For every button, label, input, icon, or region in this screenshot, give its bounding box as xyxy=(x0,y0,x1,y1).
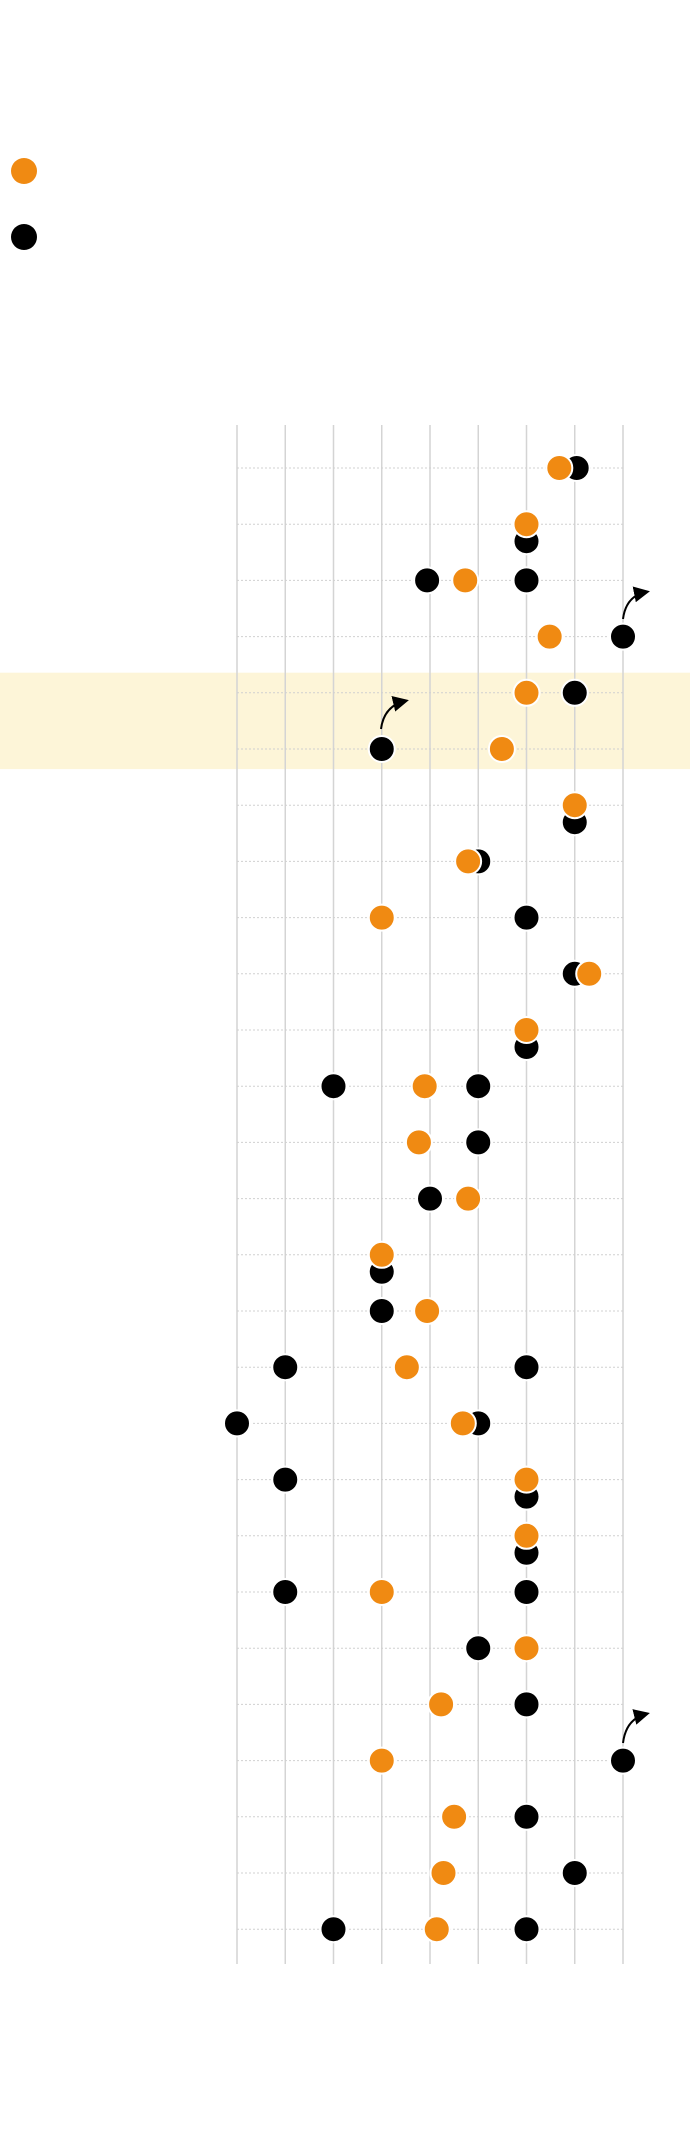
dot xyxy=(464,1634,493,1663)
dot xyxy=(392,1353,421,1382)
dot xyxy=(512,1353,541,1382)
legend-marker xyxy=(11,224,37,250)
dot xyxy=(429,1859,458,1887)
dot xyxy=(464,1072,493,1101)
dot xyxy=(512,1578,541,1606)
dot xyxy=(512,1915,541,1944)
dot xyxy=(440,1802,469,1831)
arrow xyxy=(380,696,409,730)
dot xyxy=(560,678,589,707)
dot xyxy=(512,1521,541,1550)
dot xyxy=(560,791,589,820)
dot xyxy=(416,1184,444,1213)
dot xyxy=(512,1634,541,1663)
dot xyxy=(404,1128,433,1157)
dot xyxy=(512,1465,541,1494)
dot xyxy=(560,1859,589,1887)
dot xyxy=(512,1016,541,1044)
dot xyxy=(609,622,637,651)
dot xyxy=(512,1690,541,1719)
dot xyxy=(367,1578,396,1606)
dot xyxy=(367,1240,396,1269)
dot xyxy=(454,1184,483,1213)
dot xyxy=(367,735,396,763)
dot xyxy=(319,1072,348,1101)
dot xyxy=(271,1578,300,1606)
dot xyxy=(512,1802,541,1831)
dot xyxy=(512,566,541,595)
arrows xyxy=(380,586,650,1744)
arrow xyxy=(622,1709,650,1744)
dot xyxy=(512,678,541,707)
dot xyxy=(512,510,541,539)
dot xyxy=(464,1128,493,1157)
dot xyxy=(448,1409,477,1438)
dot xyxy=(410,1072,439,1101)
dot xyxy=(422,1915,451,1944)
dot xyxy=(223,1409,251,1438)
dot xyxy=(319,1915,348,1944)
dot xyxy=(271,1465,300,1494)
dot xyxy=(451,566,480,595)
dot xyxy=(545,454,574,482)
dot xyxy=(575,959,604,988)
legend-marker xyxy=(11,158,37,184)
dot xyxy=(367,903,396,932)
arrow xyxy=(622,586,650,620)
dot xyxy=(367,1746,396,1775)
dot xyxy=(609,1746,637,1775)
dot xyxy=(454,847,483,876)
dot xyxy=(413,566,442,595)
dot xyxy=(512,903,541,932)
dot xyxy=(413,1297,442,1325)
dot xyxy=(271,1353,300,1382)
dot xyxy=(367,1297,396,1325)
dot xyxy=(427,1690,456,1719)
dot xyxy=(535,622,564,651)
dot xyxy=(487,735,516,763)
